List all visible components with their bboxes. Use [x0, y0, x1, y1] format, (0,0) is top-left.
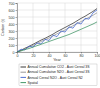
legend-label: Spatial	[28, 81, 39, 85]
tick-mark	[16, 24, 18, 25]
lines	[17, 9, 97, 52]
tick-mark	[16, 17, 18, 18]
tick-mark	[16, 45, 18, 46]
legend-entry: Annual Cereal N2O - Aust Cereal N2	[21, 76, 83, 80]
legend-swatch	[21, 82, 27, 83]
tick: 200	[9, 37, 18, 41]
tick: 100	[9, 44, 18, 48]
axis-line	[18, 53, 98, 54]
tick: 600	[9, 9, 18, 13]
tick-label: 0	[17, 54, 19, 58]
tick-label: 60	[64, 54, 68, 58]
grid-line	[17, 24, 97, 25]
legend-label: Annual Cumulative N2O - Aust Cereal 3S	[28, 70, 91, 74]
tick-label: 0	[13, 51, 15, 55]
x-grid	[17, 3, 97, 52]
grid-line	[17, 3, 18, 52]
tick-label: 400	[9, 23, 15, 27]
tick: 700	[9, 2, 18, 6]
legend-swatch	[21, 67, 27, 68]
plot: 0 20 40 60 80 100 0 100 200 300 400 500 600 700	[9, 2, 100, 58]
tick-label: 80	[80, 54, 84, 58]
legend-swatch	[21, 72, 27, 73]
series-line	[17, 9, 97, 52]
tick-label: 700	[9, 2, 15, 6]
legend-entry: Annual Cumulative N2O - Aust Cereal 3S	[21, 70, 91, 74]
x-axis-title: Year	[53, 58, 61, 62]
tick-label: 200	[9, 37, 15, 41]
legend-label: Annual Cereal N2O - Aust Cereal N2	[28, 76, 83, 80]
tick-mark	[16, 3, 18, 4]
tick: 0	[13, 51, 18, 55]
tick: 0	[17, 52, 19, 58]
tick-label: 300	[9, 30, 15, 34]
grid-line	[49, 3, 50, 52]
tick-mark	[16, 52, 18, 53]
grid-line	[17, 45, 97, 46]
series-line	[17, 10, 97, 52]
tick: 20	[32, 52, 36, 58]
tick: 500	[9, 16, 18, 20]
tick-label: 100	[95, 54, 100, 58]
grid-line	[17, 52, 97, 53]
tick-label: 500	[9, 16, 15, 20]
tick: 40	[48, 52, 52, 58]
tick-mark	[16, 38, 18, 39]
tick-label: 600	[9, 9, 15, 13]
tick-label: 20	[32, 54, 36, 58]
tick: 80	[80, 52, 84, 58]
tick: 400	[9, 23, 18, 27]
y-axis: 0 100 200 300 400 500 600 700	[9, 2, 18, 55]
legend: Annual Cumulative CO2 - Aust Cereal 3SAn…	[19, 64, 97, 86]
plot-background	[17, 3, 97, 52]
legend-entry: Spatial	[21, 81, 39, 85]
chart: 0 20 40 60 80 100 0 100 200 300 400 500 600 700 Year Ca…	[0, 0, 100, 88]
tick-label: 100	[9, 44, 15, 48]
grid-line	[17, 3, 97, 4]
legend-swatch	[21, 77, 27, 78]
series-line	[17, 22, 97, 52]
legend-label: Annual Cumulative CO2 - Aust Cereal 3S	[28, 65, 91, 69]
legend-entry: Annual Cumulative CO2 - Aust Cereal 3S	[21, 65, 91, 69]
tick: 100	[95, 52, 100, 58]
axis-line	[16, 4, 18, 53]
y-axis-title: Carbon (t)	[1, 18, 5, 36]
grid-line	[17, 10, 97, 11]
tick-mark	[16, 31, 18, 32]
y-grid	[17, 3, 97, 52]
legend-box	[19, 64, 97, 86]
grid-line	[81, 3, 82, 52]
tick: 300	[9, 30, 18, 34]
tick-label: 40	[48, 54, 52, 58]
tick: 60	[64, 52, 68, 58]
tick-mark	[16, 10, 18, 11]
